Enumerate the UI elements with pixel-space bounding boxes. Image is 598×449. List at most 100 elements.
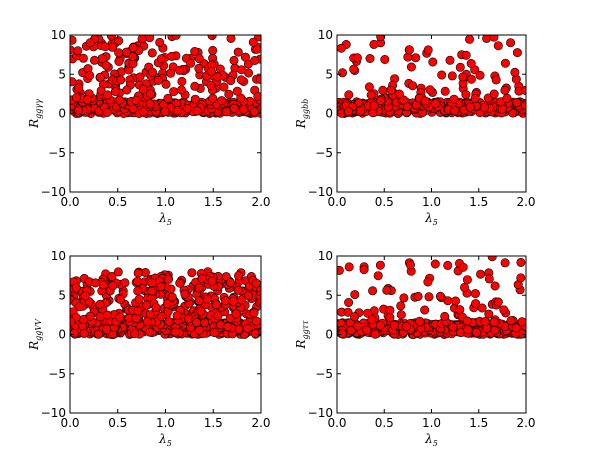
scatter-point [197,274,207,284]
scatter-point [190,46,200,56]
scatter-point [455,62,465,72]
x-tick-label: 1.5 [469,416,488,430]
scatter-point [510,67,520,77]
scatter-point [413,291,423,301]
scatter-point [466,74,476,84]
y-tick-label: −10 [41,406,66,420]
scatter-point [435,291,445,301]
scatter-point [222,107,232,117]
scatter-point [517,317,526,327]
scatter-point [213,72,223,82]
scatter-point [423,277,433,287]
scatter-point [113,267,123,277]
scatter-point [229,296,239,306]
scatter-point [78,53,88,63]
scatter-point [211,300,221,310]
scatter-point [221,296,231,306]
scatter-point [206,66,216,76]
y-tick-label: −5 [315,367,333,381]
x-axis-label: λ5 [158,432,172,448]
scatter-point [70,317,76,326]
x-tick-label: 1.0 [156,416,175,430]
scatter-point [95,312,105,322]
scatter-point [343,307,353,317]
scatter-point [187,268,197,278]
scatter-point [408,81,418,91]
scatter-point [120,278,130,288]
scatter-point [128,52,138,62]
x-tick-label: 0.0 [327,195,346,209]
scatter-point [96,86,106,96]
scatter-point [449,94,459,104]
scatter-point [95,299,105,309]
scatter-point [462,316,472,326]
x-axis-label: λ5 [424,211,438,227]
y-tick-label: −10 [308,185,333,199]
scatter-point [85,311,95,321]
scatter-point [344,262,354,272]
scatter-point [255,74,261,84]
scatter-point [142,316,152,326]
scatter-point [385,313,395,323]
y-tick-label: 10 [318,28,333,42]
scatter-point [240,52,250,62]
scatter-point [249,107,259,117]
scatter-point [190,94,200,104]
scatter-point [153,75,163,85]
scatter-point [161,79,171,89]
scatter-point [108,281,118,291]
x-tick-label: 0.0 [60,416,79,430]
scatter-point [404,45,414,55]
scatter-point [365,53,375,63]
scatter-point [163,93,173,103]
scatter-point [163,274,173,284]
scatter-point [352,53,362,63]
scatter-point [516,273,526,283]
scatter-point [497,104,507,114]
scatter-point [367,315,377,325]
scatter-point [170,327,180,337]
scatter-point [376,96,386,106]
scatter-point [440,311,450,321]
scatter-point [102,107,112,117]
scatter-point [399,293,409,303]
scatter-point [362,325,372,335]
scatter-point [147,278,157,288]
scatter-point [110,87,120,97]
scatter-point [226,278,236,288]
scatter-point [458,72,468,82]
scatter-point [489,317,499,327]
scatter-point [116,294,126,304]
scatter-point [98,280,108,290]
scatter-point [164,316,174,326]
scatter-point [382,285,392,295]
y-tick-label: 10 [51,249,66,263]
scatter-point [196,306,206,316]
y-tick-label: 10 [51,28,66,42]
y-tick-label: 5 [325,288,333,302]
scatter-point [366,90,376,100]
y-tick-label: 5 [58,288,66,302]
scatter-point [375,260,385,270]
scatter-point [194,283,204,293]
scatter-point [102,310,112,320]
scatter-point [337,43,346,53]
scatter-point [183,104,193,114]
scatter-point [376,35,386,42]
scatter-point [455,305,465,315]
scatter-point [194,296,204,306]
scatter-point [337,265,344,275]
scatter-point [167,51,177,61]
scatter-point [239,104,249,114]
scatter-point [450,106,460,116]
scatter-point [229,55,239,65]
scatter-point [369,101,379,111]
scatter-point [396,301,406,311]
scatter-point [462,275,472,285]
scatter-point [79,328,89,338]
scatter-point [470,93,480,103]
scatter-point [252,316,261,326]
scatter-panel-top-right: 0.0 0.5 1.0 1.5 2.0 10 5 0 −5 −10 λ5 Rggbb [294,28,536,227]
scatter-point [135,72,145,82]
